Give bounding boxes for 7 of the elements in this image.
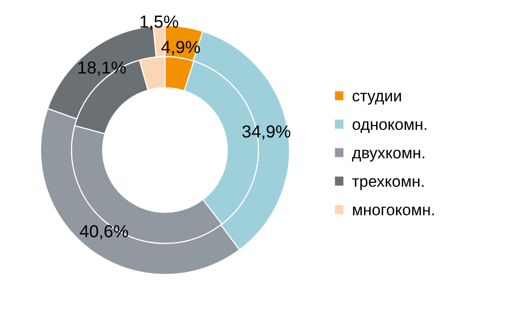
legend-label: двухкомн. bbox=[352, 150, 424, 162]
legend-label: студии bbox=[352, 92, 401, 105]
data-label: 1,5% bbox=[140, 16, 178, 30]
legend-label: многокомн. bbox=[353, 206, 434, 216]
data-label: 34,9% bbox=[242, 125, 290, 140]
legend-label: трехкомн. bbox=[352, 178, 424, 190]
legend-label: однокомн. bbox=[352, 121, 426, 134]
